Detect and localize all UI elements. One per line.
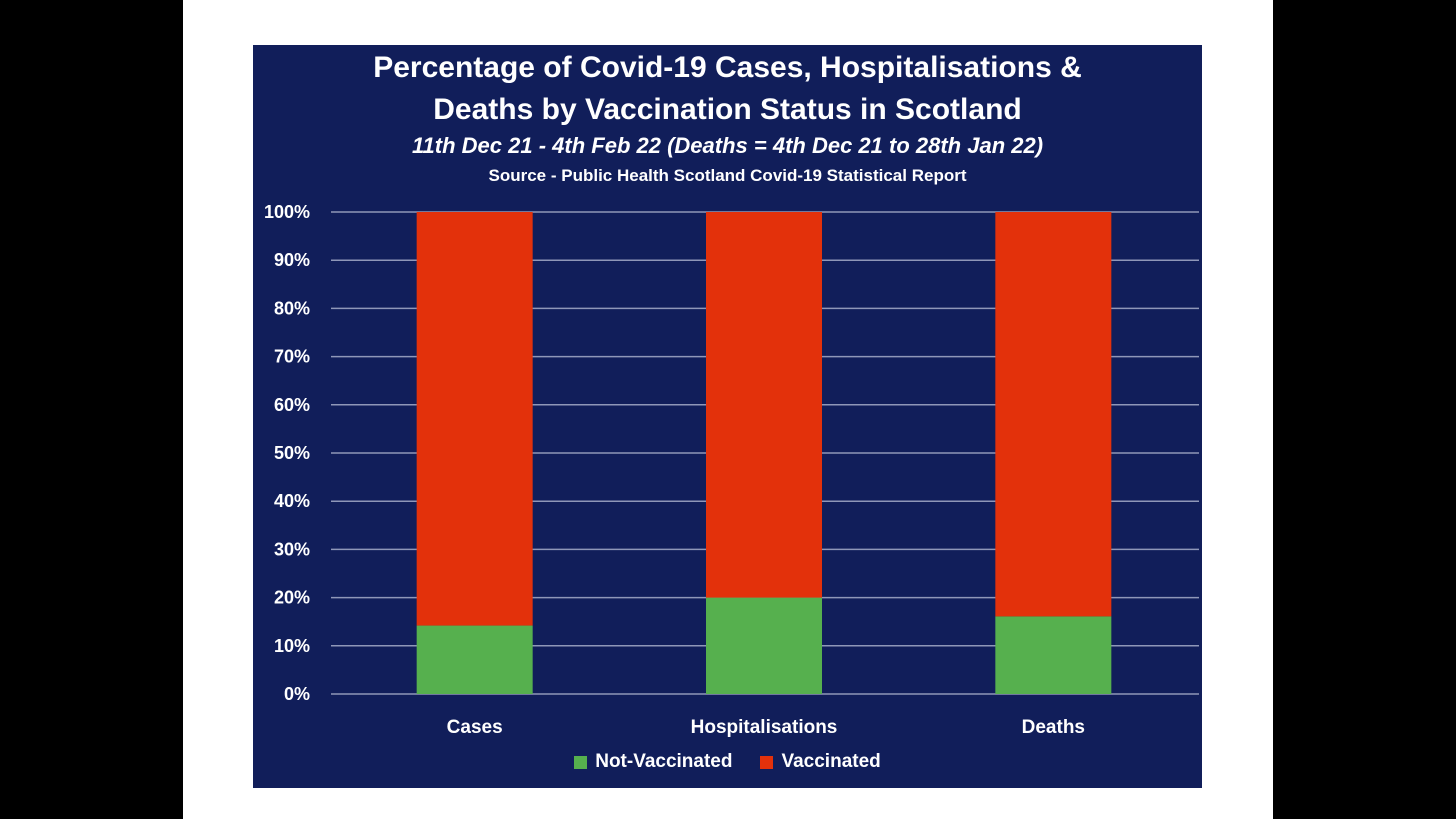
chart-title-line-1: Percentage of Covid-19 Cases, Hospitalis… bbox=[373, 51, 1082, 84]
legend-swatch-not-vaccinated bbox=[574, 755, 588, 769]
x-tick-label-deaths: Deaths bbox=[1022, 717, 1085, 738]
y-tick-label-10: 100% bbox=[264, 202, 310, 222]
legend-swatch-vaccinated bbox=[760, 755, 774, 769]
bar-hospitalisations-vaccinated bbox=[706, 212, 822, 598]
y-tick-label-2: 20% bbox=[274, 588, 310, 608]
bar-cases-vaccinated bbox=[416, 212, 533, 626]
legend-label-vaccinated: Vaccinated bbox=[781, 751, 881, 772]
chart-panel: Percentage of Covid-19 Cases, Hospitalis… bbox=[253, 45, 1202, 788]
chart-subtitle: 11th Dec 21 - 4th Feb 22 (Deaths = 4th D… bbox=[411, 133, 1044, 158]
legend-item-vaccinated: Vaccinated bbox=[760, 751, 881, 773]
y-tick-label-3: 30% bbox=[274, 539, 310, 559]
y-tick-label-7: 70% bbox=[274, 347, 310, 367]
plot-area: 0% 10% 20% 30% 40% 50% 60% 70% 80% 90% 100% Cases Ho… bbox=[264, 202, 1199, 738]
bar-hospitalisations-not-vaccinated bbox=[706, 597, 822, 694]
y-tick-label-1: 10% bbox=[274, 636, 310, 656]
y-tick-label-4: 40% bbox=[274, 491, 310, 511]
y-tick-label-6: 60% bbox=[274, 395, 310, 415]
y-tick-label-0: 0% bbox=[284, 684, 310, 704]
bar-cases-not-vaccinated bbox=[416, 625, 533, 694]
bar-deaths-vaccinated bbox=[995, 212, 1112, 617]
y-tick-label-8: 80% bbox=[274, 298, 310, 318]
chart-source: Source - Public Health Scotland Covid-19… bbox=[488, 166, 967, 185]
y-tick-label-9: 90% bbox=[274, 250, 310, 270]
y-tick-label-5: 50% bbox=[274, 443, 310, 463]
x-tick-label-hospitalisations: Hospitalisations bbox=[691, 717, 838, 738]
x-tick-label-cases: Cases bbox=[447, 717, 503, 738]
bar-deaths-not-vaccinated bbox=[995, 616, 1112, 694]
legend-label-not-vaccinated: Not-Vaccinated bbox=[595, 751, 733, 772]
chart-title-line-2: Deaths by Vaccination Status in Scotland bbox=[433, 93, 1022, 126]
legend: Not-Vaccinated Vaccinated bbox=[253, 751, 1202, 773]
legend-item-not-vaccinated: Not-Vaccinated bbox=[574, 751, 732, 773]
